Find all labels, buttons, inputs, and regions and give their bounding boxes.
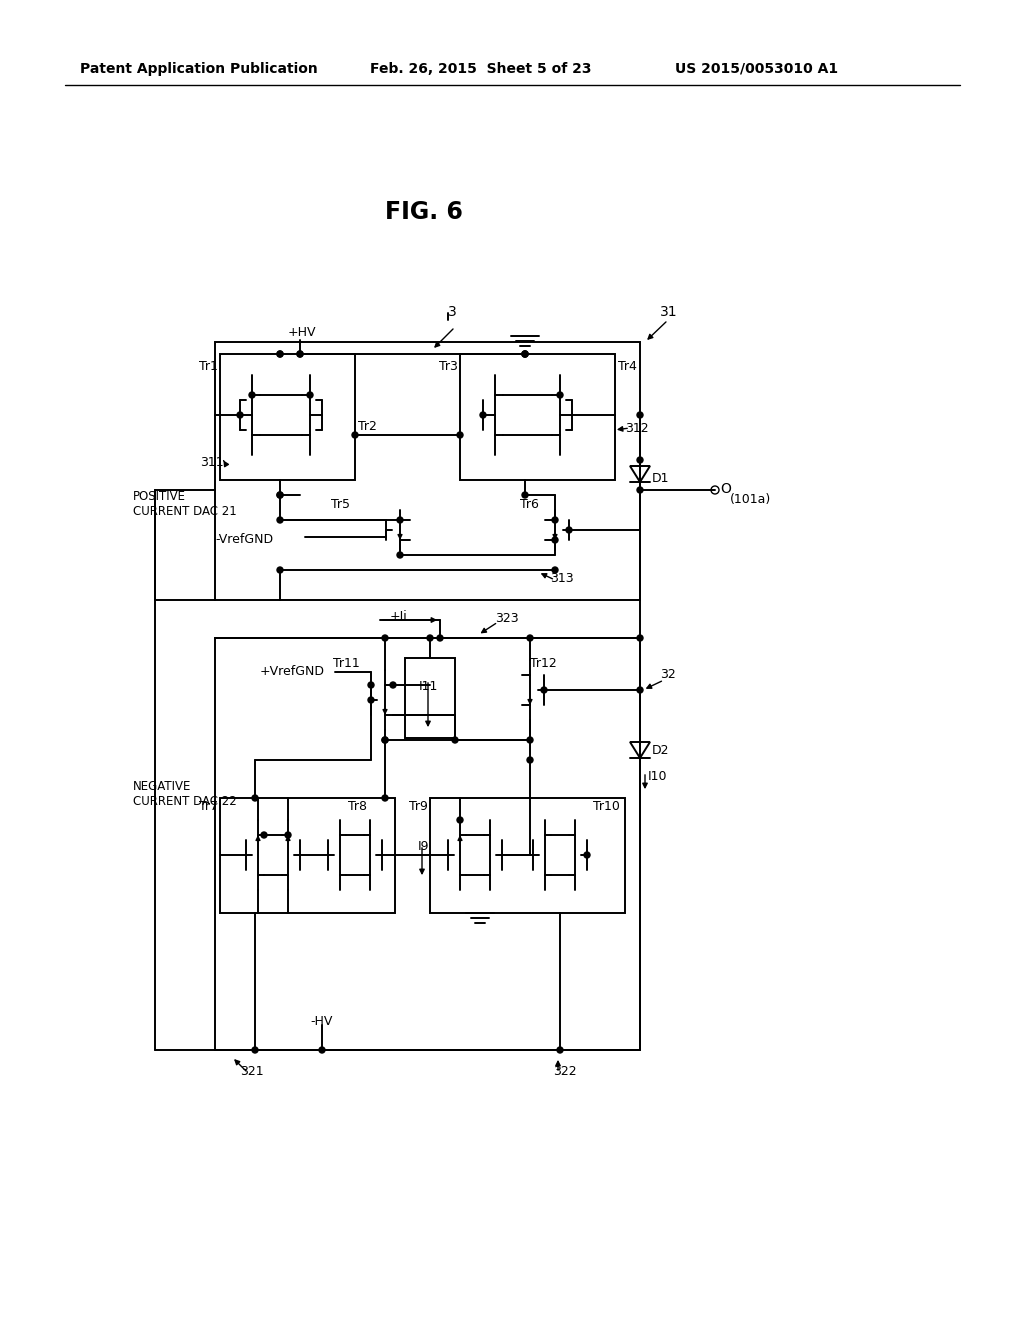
Circle shape	[352, 432, 358, 438]
Circle shape	[522, 351, 528, 356]
Text: 321: 321	[240, 1065, 263, 1078]
Text: NEGATIVE
CURRENT DAC 22: NEGATIVE CURRENT DAC 22	[133, 780, 237, 808]
Text: I9: I9	[418, 840, 429, 853]
Text: -HV: -HV	[310, 1015, 333, 1028]
Text: D1: D1	[652, 473, 670, 484]
Text: O: O	[720, 482, 731, 496]
Circle shape	[278, 351, 283, 356]
Text: 311: 311	[200, 455, 223, 469]
Text: +HV: +HV	[288, 326, 316, 339]
Circle shape	[368, 682, 374, 688]
Text: +Ii: +Ii	[390, 610, 408, 623]
Circle shape	[637, 635, 643, 642]
Circle shape	[382, 795, 388, 801]
Circle shape	[278, 492, 283, 498]
Circle shape	[557, 1047, 563, 1053]
Circle shape	[368, 697, 374, 704]
Circle shape	[382, 737, 388, 743]
Text: POSITIVE
CURRENT DAC 21: POSITIVE CURRENT DAC 21	[133, 490, 237, 517]
Circle shape	[278, 517, 283, 523]
Circle shape	[397, 552, 403, 558]
Text: D2: D2	[652, 744, 670, 756]
Text: I10: I10	[648, 770, 668, 783]
Circle shape	[252, 795, 258, 801]
Circle shape	[397, 517, 403, 523]
Text: 313: 313	[550, 572, 573, 585]
Circle shape	[552, 568, 558, 573]
Circle shape	[252, 1047, 258, 1053]
Text: Tr2: Tr2	[358, 420, 377, 433]
Circle shape	[637, 457, 643, 463]
Circle shape	[237, 412, 243, 418]
Text: US 2015/0053010 A1: US 2015/0053010 A1	[675, 62, 838, 77]
Text: Tr6: Tr6	[520, 498, 539, 511]
Text: 3: 3	[449, 305, 457, 319]
Text: 32: 32	[660, 668, 676, 681]
Text: 31: 31	[660, 305, 678, 319]
Circle shape	[382, 737, 388, 743]
Circle shape	[278, 492, 283, 498]
Text: Tr5: Tr5	[331, 498, 350, 511]
Circle shape	[527, 635, 534, 642]
Circle shape	[285, 832, 291, 838]
Circle shape	[637, 487, 643, 492]
Circle shape	[437, 635, 443, 642]
Text: FIG. 6: FIG. 6	[385, 201, 463, 224]
Text: Feb. 26, 2015  Sheet 5 of 23: Feb. 26, 2015 Sheet 5 of 23	[370, 62, 592, 77]
Text: Patent Application Publication: Patent Application Publication	[80, 62, 317, 77]
Circle shape	[527, 756, 534, 763]
Circle shape	[522, 351, 528, 356]
Circle shape	[297, 351, 303, 356]
Circle shape	[249, 392, 255, 399]
Text: (101a): (101a)	[730, 492, 771, 506]
Circle shape	[522, 492, 528, 498]
Text: 323: 323	[495, 612, 518, 624]
Text: Tr9: Tr9	[410, 800, 428, 813]
Circle shape	[552, 517, 558, 523]
Text: Tr11: Tr11	[333, 657, 360, 671]
Circle shape	[527, 737, 534, 743]
Text: Tr12: Tr12	[530, 657, 557, 671]
Circle shape	[457, 432, 463, 438]
Circle shape	[382, 635, 388, 642]
Text: I11: I11	[419, 680, 437, 693]
Text: Tr8: Tr8	[348, 800, 367, 813]
Circle shape	[307, 392, 313, 399]
Circle shape	[457, 817, 463, 822]
Circle shape	[427, 635, 433, 642]
Circle shape	[452, 737, 458, 743]
Circle shape	[390, 682, 396, 688]
Circle shape	[278, 351, 283, 356]
Circle shape	[552, 537, 558, 543]
Text: Tr4: Tr4	[618, 360, 637, 374]
Text: 322: 322	[553, 1065, 577, 1078]
Circle shape	[557, 392, 563, 399]
Circle shape	[297, 351, 303, 356]
Circle shape	[637, 412, 643, 418]
Circle shape	[584, 851, 590, 858]
Text: Tr3: Tr3	[439, 360, 458, 374]
Text: Tr7: Tr7	[199, 800, 218, 813]
Text: Tr10: Tr10	[593, 800, 620, 813]
Circle shape	[566, 527, 572, 533]
Text: -VrefGND: -VrefGND	[215, 533, 273, 546]
Text: +VrefGND: +VrefGND	[260, 665, 325, 678]
Circle shape	[480, 412, 486, 418]
Circle shape	[637, 686, 643, 693]
Text: 312: 312	[625, 422, 648, 436]
Text: Tr1: Tr1	[199, 360, 218, 374]
Circle shape	[278, 568, 283, 573]
Circle shape	[261, 832, 267, 838]
Circle shape	[319, 1047, 325, 1053]
Circle shape	[522, 351, 528, 356]
Circle shape	[541, 686, 547, 693]
